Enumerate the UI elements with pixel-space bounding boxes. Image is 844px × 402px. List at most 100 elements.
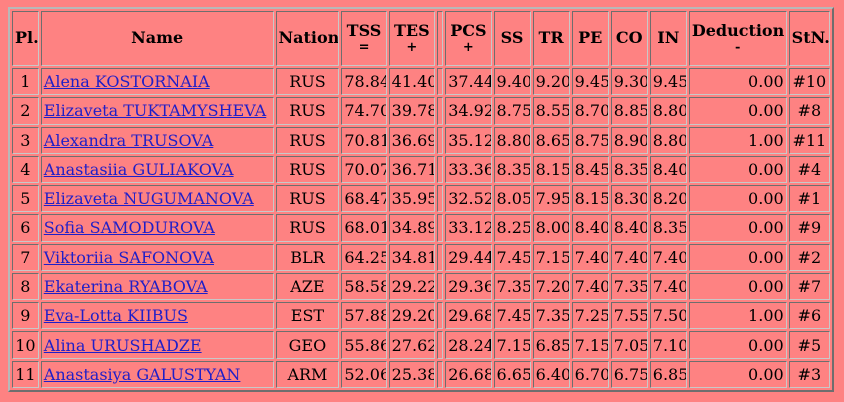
cell-co: 7.55 [610, 302, 648, 330]
cell-name: Viktoriia SAFONOVA [40, 243, 274, 271]
table-row: 6 Sofia SAMODUROVA RUS 68.01 34.89 33.12 8.25 8… [12, 214, 830, 242]
cell-nation: RUS [275, 126, 340, 154]
cell-pe: 7.25 [571, 302, 609, 330]
cell-place: 5 [12, 185, 39, 213]
cell-pe: 7.40 [571, 272, 609, 301]
table-row: 9 Eva-Lotta KIIBUS EST 57.88 29.20 29.68 7.45 7… [12, 302, 830, 330]
cell-in: 7.40 [649, 243, 687, 271]
table-row: 7 Viktoriia SAFONOVA BLR 64.25 34.81 29.44 7.4… [12, 243, 830, 271]
skater-name-link[interactable]: Alena KOSTORNAIA [43, 72, 210, 92]
cell-place: 6 [12, 214, 39, 242]
cell-nation: BLR [275, 243, 340, 271]
cell-ss: 9.40 [493, 68, 531, 96]
cell-ss: 8.25 [493, 214, 531, 242]
skater-name-link[interactable]: Alina URUSHADZE [43, 335, 202, 355]
cell-tr: 6.40 [532, 360, 570, 388]
cell-tss: 68.01 [341, 214, 387, 242]
cell-deduction: 1.00 [688, 302, 787, 330]
header-nation: Nation [275, 11, 340, 66]
cell-place: 3 [12, 126, 39, 154]
cell-pcs: 28.24 [445, 331, 492, 359]
skater-name-link[interactable]: Eva-Lotta KIIBUS [43, 306, 188, 326]
cell-start-number: #7 [788, 272, 830, 301]
cell-pcs: 26.68 [445, 360, 492, 388]
cell-tr: 6.85 [532, 331, 570, 359]
cell-tss: 70.81 [341, 126, 387, 154]
cell-tr: 8.15 [532, 155, 570, 184]
cell-pcs: 37.44 [445, 68, 492, 96]
cell-tss: 55.86 [341, 331, 387, 359]
cell-nation: GEO [275, 331, 340, 359]
cell-ss: 8.35 [493, 155, 531, 184]
cell-tss: 58.58 [341, 272, 387, 301]
cell-ss: 6.65 [493, 360, 531, 388]
cell-name: Elizaveta NUGUMANOVA [40, 185, 274, 213]
skater-name-link[interactable]: Elizaveta NUGUMANOVA [43, 189, 254, 209]
table-row: 3 Alexandra TRUSOVA RUS 70.81 36.69 35.12 8.80… [12, 126, 830, 154]
cell-deduction: 0.00 [688, 185, 787, 213]
cell-tr: 7.20 [532, 272, 570, 301]
cell-pcs: 34.92 [445, 97, 492, 125]
header-tss-label: TSS [346, 21, 382, 41]
cell-name: Elizaveta TUKTAMYSHEVA [40, 97, 274, 125]
cell-place: 9 [12, 302, 39, 330]
cell-start-number: #10 [788, 68, 830, 96]
skater-name-link[interactable]: Alexandra TRUSOVA [43, 130, 214, 150]
cell-co: 8.30 [610, 185, 648, 213]
cell-nation: RUS [275, 68, 340, 96]
cell-nation: RUS [275, 185, 340, 213]
skater-name-link[interactable]: Anastasiya GALUSTYAN [43, 364, 241, 384]
cell-name: Eva-Lotta KIIBUS [40, 302, 274, 330]
cell-tss: 74.70 [341, 97, 387, 125]
header-tss: TSS = [341, 11, 387, 66]
cell-spacer [437, 360, 444, 388]
cell-tr: 7.95 [532, 185, 570, 213]
cell-start-number: #3 [788, 360, 830, 388]
cell-pe: 8.75 [571, 126, 609, 154]
cell-tss: 68.47 [341, 185, 387, 213]
skater-name-link[interactable]: Viktoriia SAFONOVA [43, 247, 215, 267]
skater-name-link[interactable]: Anastasiia GULIAKOVA [43, 159, 234, 179]
cell-ss: 8.75 [493, 97, 531, 125]
cell-start-number: #8 [788, 97, 830, 125]
cell-tss: 78.84 [341, 68, 387, 96]
header-in: IN [649, 11, 687, 66]
cell-deduction: 1.00 [688, 126, 787, 154]
cell-nation: AZE [275, 272, 340, 301]
cell-co: 6.75 [610, 360, 648, 388]
skater-name-link[interactable]: Elizaveta TUKTAMYSHEVA [43, 101, 267, 121]
cell-spacer [437, 331, 444, 359]
cell-pcs: 32.52 [445, 185, 492, 213]
cell-tes: 41.40 [388, 68, 436, 96]
cell-in: 8.80 [649, 126, 687, 154]
cell-start-number: #2 [788, 243, 830, 271]
cell-spacer [437, 97, 444, 125]
cell-name: Alexandra TRUSOVA [40, 126, 274, 154]
skater-name-link[interactable]: Sofia SAMODUROVA [43, 218, 215, 238]
cell-tr: 7.35 [532, 302, 570, 330]
cell-deduction: 0.00 [688, 331, 787, 359]
cell-co: 8.85 [610, 97, 648, 125]
cell-in: 7.50 [649, 302, 687, 330]
cell-in: 8.35 [649, 214, 687, 242]
cell-start-number: #4 [788, 155, 830, 184]
cell-deduction: 0.00 [688, 214, 787, 242]
cell-start-number: #9 [788, 214, 830, 242]
header-ss: SS [493, 11, 531, 66]
cell-nation: RUS [275, 97, 340, 125]
cell-name: Alena KOSTORNAIA [40, 68, 274, 96]
cell-tss: 70.07 [341, 155, 387, 184]
skater-name-link[interactable]: Ekaterina RYABOVA [43, 276, 208, 296]
cell-spacer [437, 302, 444, 330]
cell-name: Sofia SAMODUROVA [40, 214, 274, 242]
results-table: Pl. Name Nation TSS = TES + PCS + SS TR PE … [8, 7, 834, 392]
header-tr: TR [532, 11, 570, 66]
cell-pcs: 35.12 [445, 126, 492, 154]
cell-pcs: 29.36 [445, 272, 492, 301]
table-row: 8 Ekaterina RYABOVA AZE 58.58 29.22 29.36 7.35… [12, 272, 830, 301]
cell-pe: 6.70 [571, 360, 609, 388]
cell-name: Ekaterina RYABOVA [40, 272, 274, 301]
table-row: 11 Anastasiya GALUSTYAN ARM 52.06 25.38 26.68… [12, 360, 830, 388]
cell-tes: 25.38 [388, 360, 436, 388]
cell-tr: 8.55 [532, 97, 570, 125]
